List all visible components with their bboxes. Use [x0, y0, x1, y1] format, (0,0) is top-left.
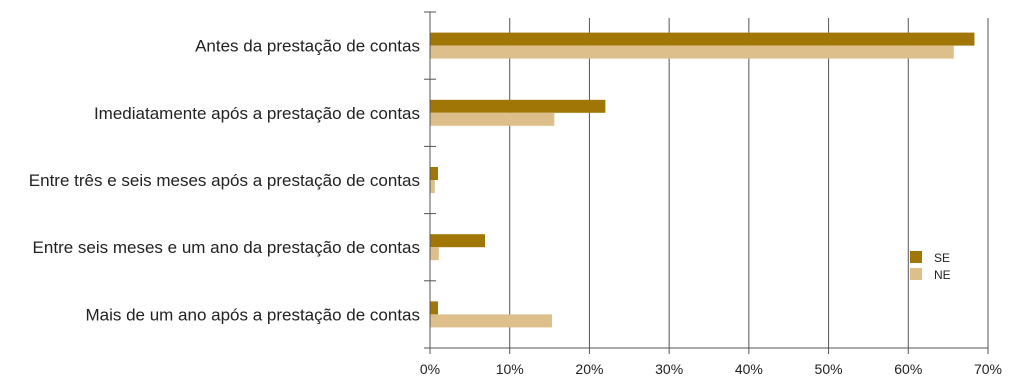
legend-label-se: SE — [934, 251, 950, 265]
bar-se-1 — [430, 99, 606, 113]
legend: SE NE — [910, 251, 951, 282]
category-label-0: Antes da prestação de contas — [195, 37, 420, 56]
category-label-3: Entre seis meses e um ano da prestação d… — [33, 238, 420, 257]
legend-label-ne: NE — [934, 268, 951, 282]
legend-swatch-ne — [910, 268, 922, 280]
axes — [424, 11, 989, 354]
x-tick-labels: 0% 10% 20% 30% 40% 50% 60% 70% — [420, 361, 1002, 377]
bar-ne-4 — [430, 314, 552, 328]
category-label-4: Mais de um ano após a prestação de conta… — [85, 305, 420, 324]
grid-lines — [509, 18, 989, 348]
x-tick-label-30: 30% — [655, 361, 683, 377]
bar-se-0 — [430, 32, 975, 46]
category-label-2: Entre três e seis meses após a prestação… — [29, 171, 420, 190]
category-labels: Antes da prestação de contas Imediatament… — [29, 37, 420, 325]
x-tick-label-40: 40% — [735, 361, 763, 377]
bars — [430, 32, 975, 328]
x-tick-label-0: 0% — [420, 361, 440, 377]
bar-ne-3 — [430, 247, 439, 261]
bar-se-2 — [430, 167, 438, 180]
bar-ne-1 — [430, 112, 555, 126]
x-tick-label-70: 70% — [974, 361, 1002, 377]
bar-se-3 — [430, 234, 486, 248]
legend-swatch-se — [910, 251, 922, 263]
category-label-1: Imediatamente após a prestação de contas — [94, 104, 420, 123]
x-tick-label-10: 10% — [496, 361, 524, 377]
x-tick-label-60: 60% — [894, 361, 922, 377]
x-tick-label-20: 20% — [575, 361, 603, 377]
bar-ne-2 — [430, 180, 435, 193]
bar-ne-0 — [430, 45, 954, 59]
x-tick-label-50: 50% — [815, 361, 843, 377]
bar-se-4 — [430, 301, 438, 315]
